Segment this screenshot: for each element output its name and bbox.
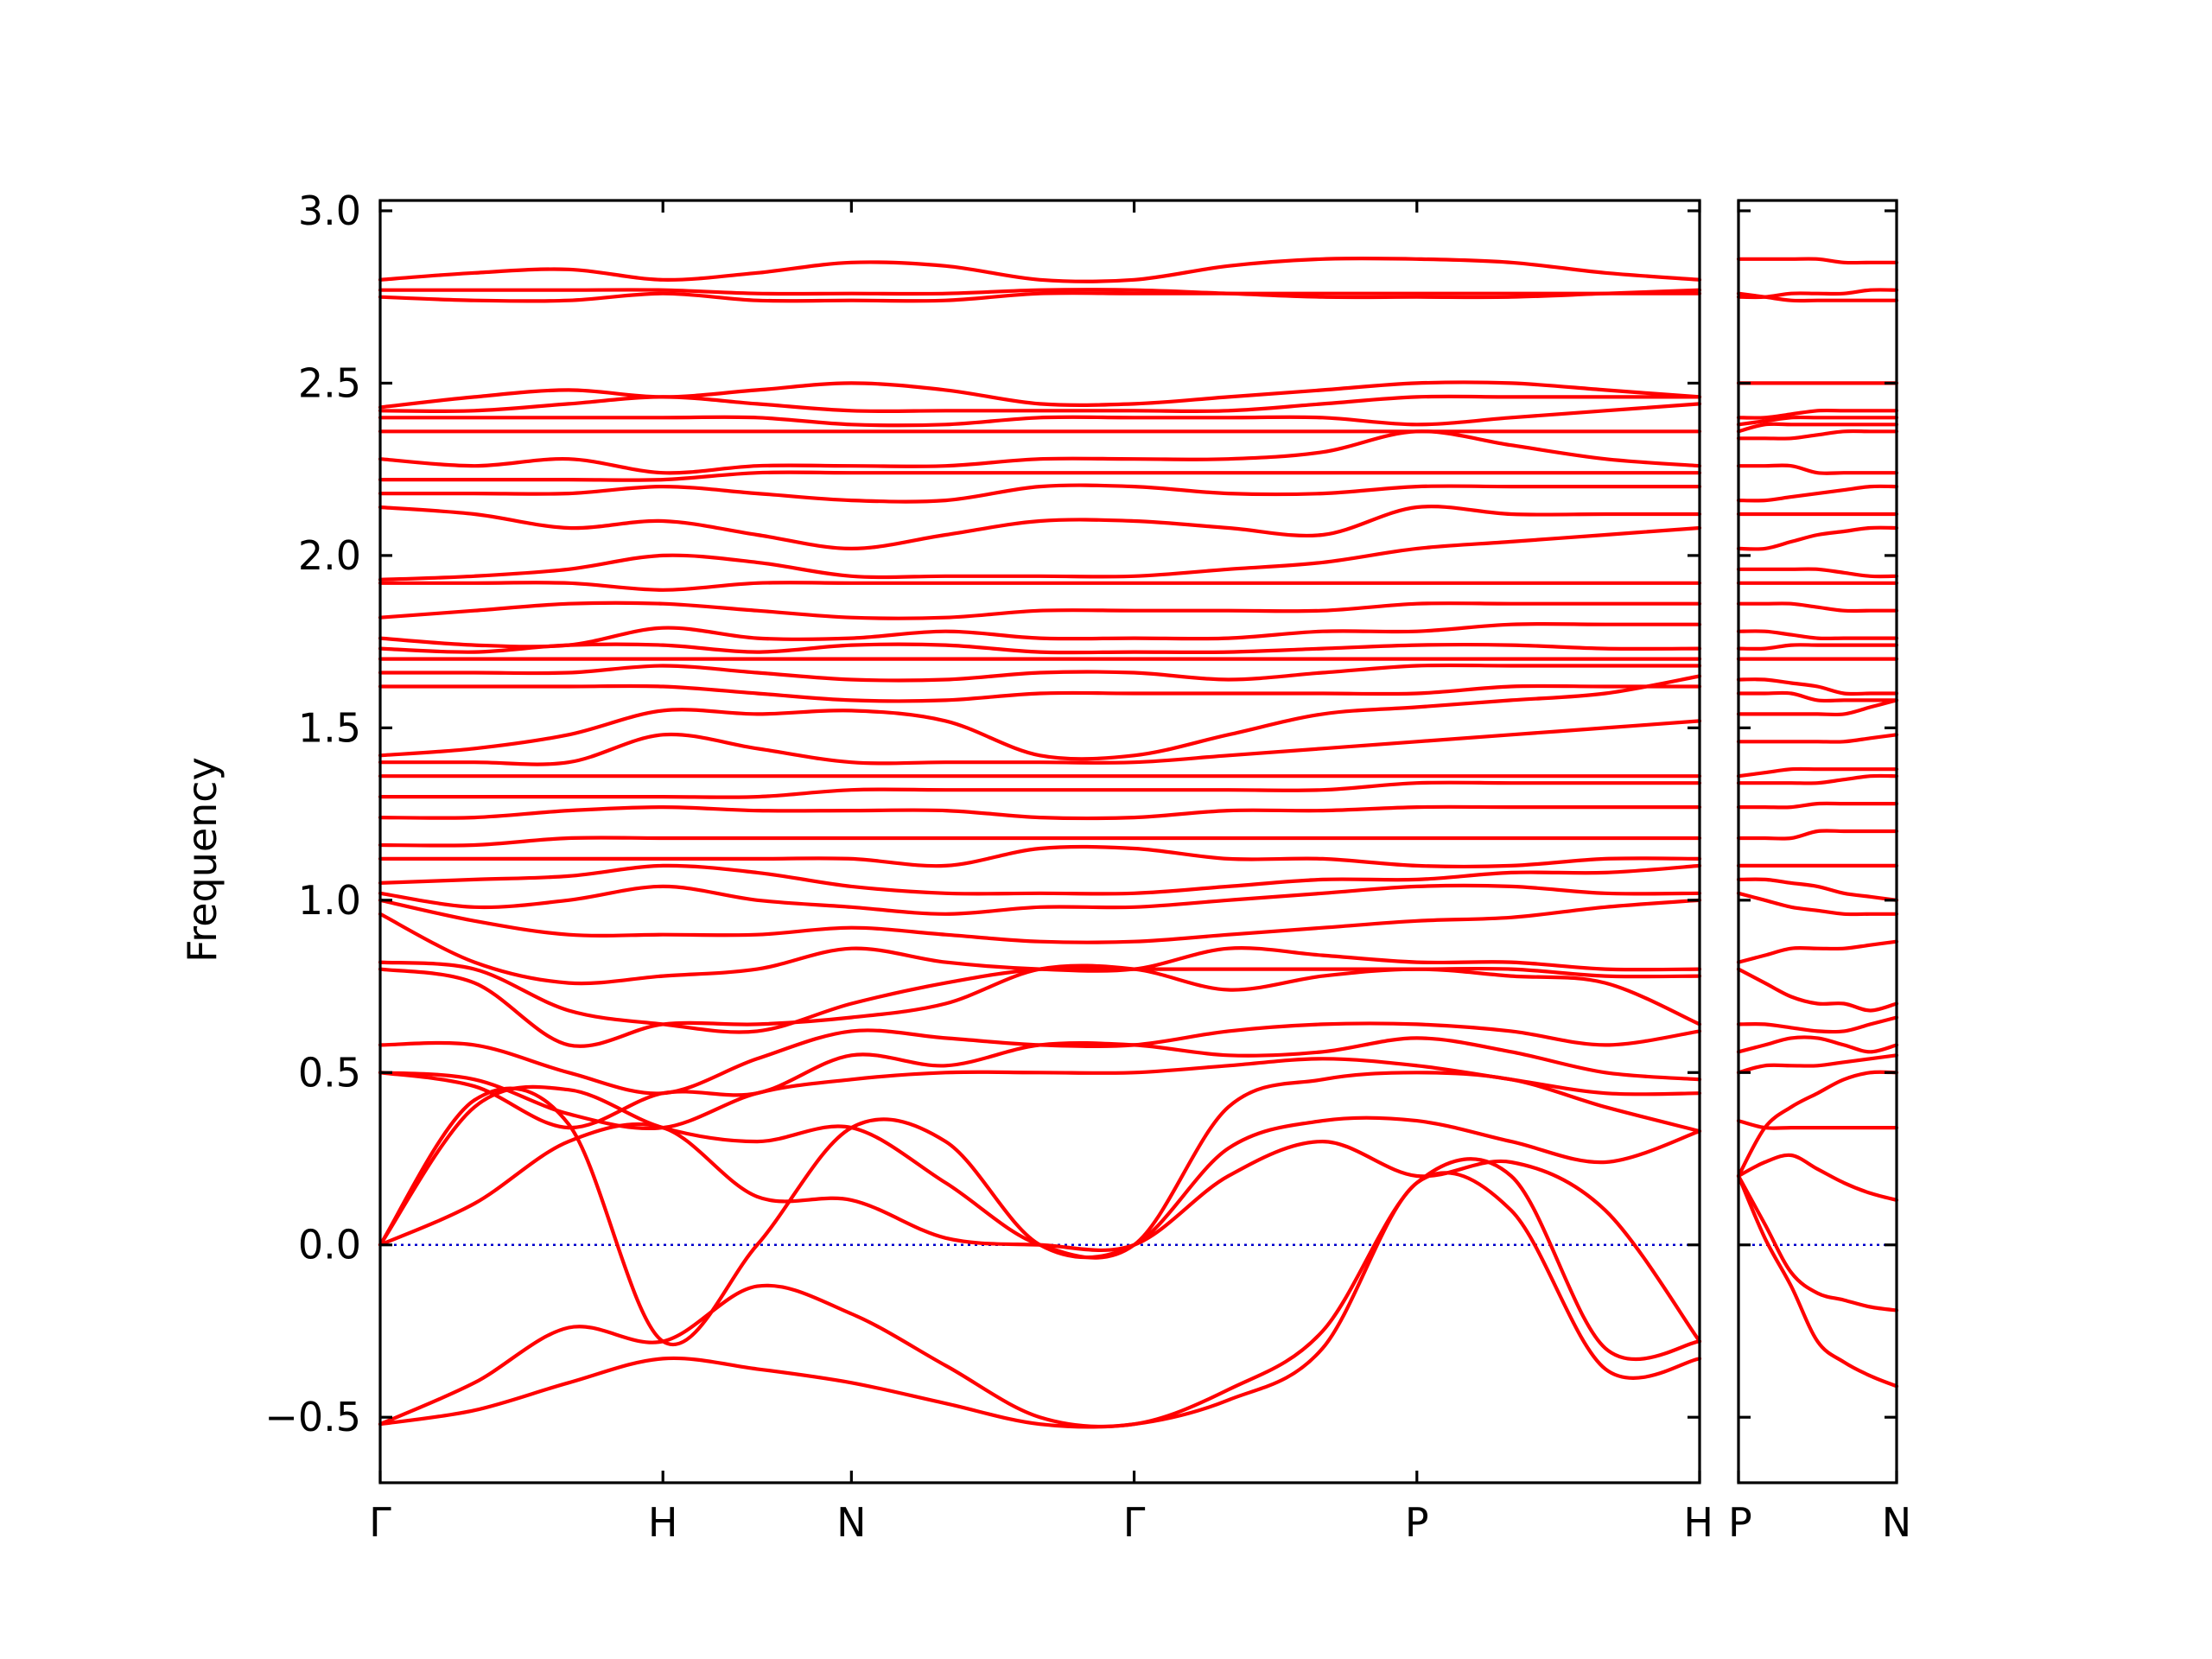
band-line-2-30 (1736, 484, 1899, 503)
band-line-1-28 (378, 581, 1702, 592)
band-line-2-25 (1736, 601, 1899, 613)
band-line-2-5 (1736, 1070, 1899, 1179)
band-line-2-31 (1736, 463, 1899, 475)
axes-layer: −0.50.00.51.01.52.02.53.0Γ H N Γ P H P N (264, 188, 1911, 1546)
band-line-1-14 (378, 863, 1702, 896)
x-tick-label: P (1405, 1499, 1429, 1546)
band-line-2-2 (1736, 1173, 1899, 1313)
band-line-2-27 (1736, 567, 1899, 579)
y-tick-label: 0.5 (298, 1049, 361, 1096)
band-line-1-4 (378, 1086, 1702, 1346)
band-line-2-1 (1736, 1173, 1899, 1389)
band-line-2-21 (1736, 677, 1899, 696)
band-line-2-8 (1736, 1015, 1899, 1034)
band-line-1-30 (378, 505, 1702, 550)
band-line-1-25 (378, 642, 1702, 655)
band-line-2-28 (1736, 525, 1899, 551)
band-line-2-17 (1736, 766, 1899, 779)
panel-frame-1 (378, 199, 1701, 1484)
band-line-1-11 (378, 912, 1702, 986)
band-line-2-4 (1736, 1119, 1899, 1130)
y-tick-label: 1.5 (298, 704, 361, 751)
band-line-1-2 (378, 1157, 1702, 1429)
band-line-2-35 (1736, 408, 1899, 420)
y-tick-label: −0.5 (264, 1394, 361, 1440)
band-line-1-12 (378, 898, 1702, 944)
band-line-1-36 (378, 394, 1702, 414)
x-tick-label: Γ (1123, 1499, 1146, 1546)
band-line-1-6 (378, 1057, 1702, 1131)
x-tick-label: N (1882, 1499, 1911, 1546)
band-line-1-3 (378, 1122, 1702, 1344)
band-line-2-34 (1736, 415, 1899, 427)
band-line-1-31 (378, 483, 1702, 504)
band-line-1-33 (378, 429, 1702, 475)
band-line-2-7 (1736, 1035, 1899, 1054)
y-tick-label: 2.0 (298, 532, 361, 579)
band-line-2-16 (1736, 773, 1899, 785)
y-tick-label: 1.0 (298, 877, 361, 924)
band-line-1-13 (378, 883, 1702, 916)
band-line-1-10 (378, 960, 1702, 1034)
x-tick-label: P (1728, 1499, 1752, 1546)
band-line-1-9 (378, 963, 1702, 1048)
band-line-2-32 (1736, 429, 1899, 441)
band-line-1-16 (378, 836, 1702, 848)
band-line-1-23 (378, 663, 1702, 683)
panel-frame-2 (1737, 199, 1898, 1484)
band-line-1-40 (378, 256, 1702, 283)
band-line-1-38 (378, 291, 1702, 303)
band-line-1-32 (378, 470, 1702, 482)
y-tick-label: 3.0 (298, 188, 361, 234)
band-line-2-10 (1736, 939, 1899, 964)
band-line-2-24 (1736, 629, 1899, 641)
band-line-2-18 (1736, 733, 1899, 744)
band-line-2-3 (1736, 1153, 1899, 1202)
x-tick-label: H (1683, 1499, 1713, 1546)
band-line-2-6 (1736, 1053, 1899, 1075)
band-line-1-21 (378, 674, 1702, 761)
y-axis-label: Frequency (179, 757, 226, 963)
band-line-1-7 (378, 1036, 1702, 1130)
band-line-1-27 (378, 601, 1702, 620)
x-tick-label: H (648, 1499, 678, 1546)
band-line-2-12 (1736, 877, 1899, 902)
band-line-1-8 (378, 1021, 1702, 1096)
band-line-1-29 (378, 525, 1702, 582)
y-tick-label: 2.5 (298, 359, 361, 406)
band-line-1-17 (378, 804, 1702, 821)
band-line-2-14 (1736, 829, 1899, 841)
band-line-1-22 (378, 683, 1702, 703)
band-line-2-33 (1736, 422, 1899, 434)
band-line-2-9 (1736, 967, 1899, 1013)
y-tick-label: 0.0 (298, 1222, 361, 1268)
band-line-2-38 (1736, 288, 1899, 300)
band-line-1-5 (378, 1071, 1702, 1260)
band-line-1-26 (378, 621, 1702, 649)
band-line-1-20 (378, 719, 1702, 766)
x-tick-label: Γ (369, 1499, 391, 1546)
band-line-2-11 (1736, 891, 1899, 917)
band-line-2-23 (1736, 643, 1899, 652)
band-line-2-39 (1736, 257, 1899, 265)
band-line-2-19 (1736, 698, 1899, 717)
band-line-1-18 (378, 780, 1702, 799)
band-line-1-15 (378, 844, 1702, 869)
band-line-2-15 (1736, 801, 1899, 810)
band-line-1-35 (378, 402, 1702, 428)
band-line-1-37 (378, 380, 1702, 410)
bands-layer (378, 256, 1899, 1429)
band-line-2-20 (1736, 690, 1899, 703)
band-line-1-39 (378, 288, 1702, 300)
band-line-1-1 (378, 1171, 1702, 1429)
x-tick-label: N (836, 1499, 866, 1546)
